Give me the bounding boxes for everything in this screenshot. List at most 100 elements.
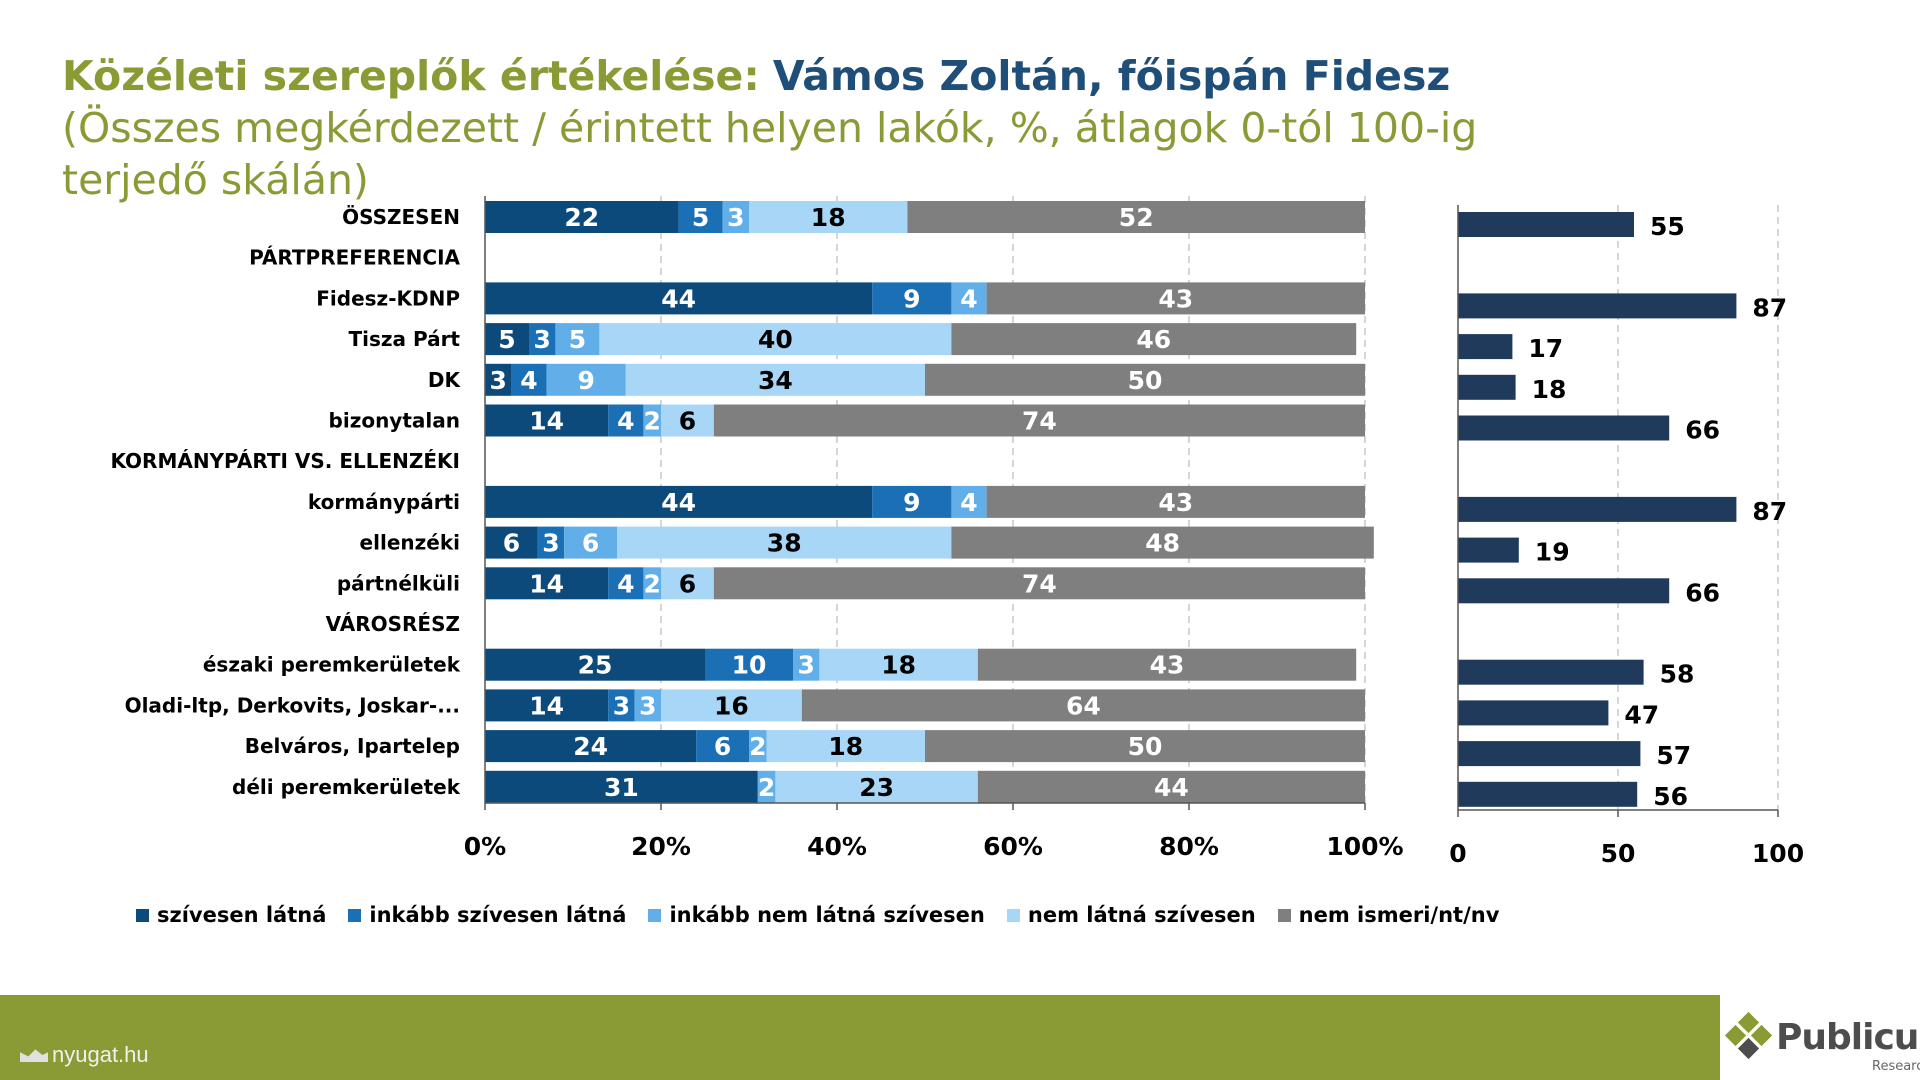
- bar-segment: [986, 282, 1365, 315]
- data-label: 34: [758, 366, 793, 395]
- avg-value-label: 55: [1650, 212, 1685, 241]
- data-label: 50: [1128, 366, 1163, 395]
- bar-segment: [485, 648, 705, 681]
- data-label: 38: [767, 529, 802, 558]
- bar-segment: [485, 567, 609, 600]
- category-label: északi peremkerületek: [203, 653, 461, 677]
- bar-segment: [555, 323, 600, 356]
- bar-segment: [485, 363, 512, 396]
- avg-bar: [1458, 741, 1641, 767]
- avg-value-label: 66: [1685, 416, 1720, 445]
- data-label: 6: [679, 569, 696, 598]
- data-label: 9: [577, 366, 594, 395]
- category-label: Belváros, Ipartelep: [245, 734, 460, 758]
- data-label: 9: [903, 488, 920, 517]
- data-label: 74: [1022, 407, 1057, 436]
- bar-segment: [546, 363, 626, 396]
- avg-value-label: 47: [1624, 700, 1659, 729]
- bar-segment: [749, 730, 767, 763]
- avg-bar: [1458, 700, 1609, 726]
- category-label: ellenzéki: [360, 531, 460, 555]
- category-label: DK: [428, 368, 462, 392]
- logo-name: Publicus: [1776, 1017, 1920, 1058]
- bar-segment: [643, 404, 661, 437]
- source-credit: nyugat.hu: [20, 1042, 149, 1068]
- data-label: 18: [828, 732, 863, 761]
- avg-value-label: 17: [1528, 334, 1563, 363]
- bar-segment: [907, 201, 1365, 233]
- avg-value-label: 66: [1685, 578, 1720, 607]
- data-label: 14: [529, 407, 564, 436]
- x-tick-label: 80%: [1159, 832, 1219, 861]
- bar-segment: [599, 323, 952, 356]
- x-tick-label: 100%: [1326, 832, 1403, 861]
- data-label: 6: [679, 407, 696, 436]
- bar-segment: [661, 567, 714, 600]
- data-label: 4: [960, 488, 977, 517]
- avg-value-label: 87: [1752, 293, 1787, 322]
- title-name: Vámos Zoltán, főispán Fidesz: [772, 52, 1451, 100]
- x-tick-label: 20%: [631, 832, 691, 861]
- data-label: 16: [714, 691, 749, 720]
- bar-segment: [643, 567, 661, 600]
- bar-segment: [793, 648, 820, 681]
- legend-item: nem ismeri/nt/nv: [1277, 903, 1499, 927]
- data-label: 4: [960, 284, 977, 313]
- bar-segment: [925, 363, 1365, 396]
- footer-bar: [0, 995, 1720, 1080]
- stacked-bar-chart: ÖSSZESEN 22 5 3 18 52PÁRTPREFERENCIAFidesz-KD…: [110, 196, 1404, 861]
- legend-swatch: [648, 908, 662, 922]
- data-label: 5: [498, 325, 515, 354]
- data-label: 4: [617, 407, 634, 436]
- bar-segment: [678, 201, 723, 233]
- data-label: 10: [732, 651, 767, 680]
- x-tick-label: 60%: [983, 832, 1043, 861]
- avg-bar: [1458, 659, 1644, 685]
- avg-value-label: 18: [1532, 375, 1567, 404]
- legend-item: inkább nem látná szívesen: [648, 903, 985, 927]
- data-label: 3: [727, 203, 744, 232]
- legend-item: inkább szívesen látná: [348, 903, 626, 927]
- bar-segment: [617, 526, 952, 559]
- avg-value-label: 58: [1660, 660, 1695, 689]
- bar-segment: [485, 485, 873, 518]
- category-label: déli peremkerületek: [232, 775, 461, 799]
- data-label: 64: [1066, 691, 1101, 720]
- chart-title: Közéleti szereplők értékelése: Vámos Zol…: [62, 50, 1562, 206]
- data-label: 48: [1145, 529, 1180, 558]
- avg-value-label: 87: [1752, 497, 1787, 526]
- bar-segment: [951, 526, 1374, 559]
- avg-bar: [1458, 212, 1634, 237]
- data-label: 74: [1022, 569, 1057, 598]
- bar-segment: [757, 770, 776, 803]
- data-label: 44: [1154, 773, 1189, 802]
- data-label: 6: [714, 732, 731, 761]
- avg-bar: [1458, 537, 1519, 563]
- data-label: 24: [573, 732, 608, 761]
- data-label: 40: [758, 325, 793, 354]
- bar-segment: [977, 770, 1365, 803]
- data-label: 14: [529, 569, 564, 598]
- avg-value-label: 56: [1653, 782, 1688, 811]
- bar-segment: [749, 201, 908, 233]
- data-label: 25: [578, 651, 613, 680]
- bar-segment: [951, 323, 1357, 356]
- legend-label: inkább nem látná szívesen: [669, 903, 985, 927]
- bar-segment: [713, 404, 1365, 437]
- bar-segment: [485, 323, 529, 356]
- category-label: kormánypárti: [308, 490, 460, 514]
- data-label: 18: [881, 651, 916, 680]
- chart-area: ÖSSZESEN 22 5 3 18 52PÁRTPREFERENCIAFidesz-KD…: [110, 196, 1804, 868]
- data-label: 44: [661, 284, 696, 313]
- data-label: 6: [582, 529, 599, 558]
- data-label: 3: [613, 691, 630, 720]
- category-label: KORMÁNYPÁRTI VS. ELLENZÉKI: [110, 449, 460, 473]
- data-label: 5: [569, 325, 586, 354]
- legend: szívesen látná inkább szívesen látná inkáb…: [136, 900, 1499, 930]
- data-label: 9: [903, 284, 920, 313]
- data-label: 14: [529, 691, 564, 720]
- avg-bar: [1458, 334, 1513, 360]
- bar-segment: [925, 730, 1365, 763]
- avg-bar: [1458, 415, 1670, 441]
